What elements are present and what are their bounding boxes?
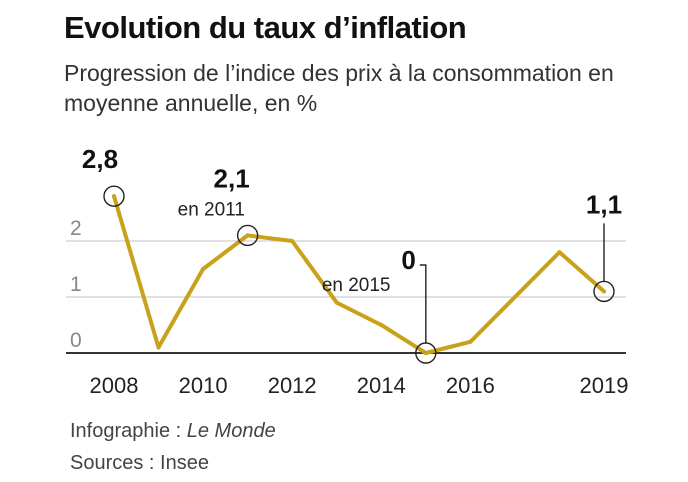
annotation-circle	[236, 224, 259, 247]
annotation-value: 2,8	[82, 144, 118, 174]
credit-prefix: Infographie :	[70, 420, 187, 442]
data-point	[156, 345, 161, 350]
data-point	[112, 194, 116, 199]
sources-line: Sources : Insee	[70, 452, 209, 474]
data-point	[423, 351, 428, 355]
data-point	[334, 300, 339, 305]
credit-source: Le Monde	[186, 420, 276, 442]
annotations: 2,8 2,1 en 2011 0 en 2015 1,1	[82, 144, 622, 364]
y-tick-label: 0	[70, 329, 82, 352]
data-point	[379, 323, 384, 327]
annotation-note: en 2011	[178, 199, 245, 220]
y-tick-label: 1	[70, 273, 82, 296]
data-point	[557, 250, 562, 255]
x-tick-label: 2010	[179, 373, 228, 398]
x-tick-label: 2019	[580, 373, 629, 398]
data-point	[602, 289, 606, 294]
annotation-value: 1,1	[586, 189, 622, 219]
annotation-leader	[419, 264, 427, 343]
data-point	[245, 233, 250, 238]
x-tick-label: 2016	[446, 373, 495, 398]
data-point	[290, 239, 295, 243]
x-tick-label: 2014	[357, 373, 406, 398]
x-tick-label: 2008	[90, 373, 139, 398]
annotation-value: 2,1	[214, 163, 250, 193]
x-tick-label: 2012	[268, 373, 317, 398]
annotation-note: en 2015	[322, 275, 391, 296]
x-tick-labels: 2008 2010 2012 2014 2016 2019	[90, 373, 629, 398]
y-tick-label: 2	[70, 217, 82, 240]
credit-line: Infographie : Le Monde	[70, 420, 276, 443]
data-point	[468, 339, 473, 344]
chart-subtitle: Progression de l’indice des prix à la co…	[64, 60, 614, 116]
y-tick-labels: 0 1 2	[70, 217, 82, 352]
data-point	[201, 267, 206, 271]
annotation-circle	[103, 185, 125, 207]
grid-lines	[66, 240, 626, 354]
chart-title: Evolution du taux d’inflation	[64, 10, 467, 45]
annotation-value: 0	[401, 245, 415, 275]
